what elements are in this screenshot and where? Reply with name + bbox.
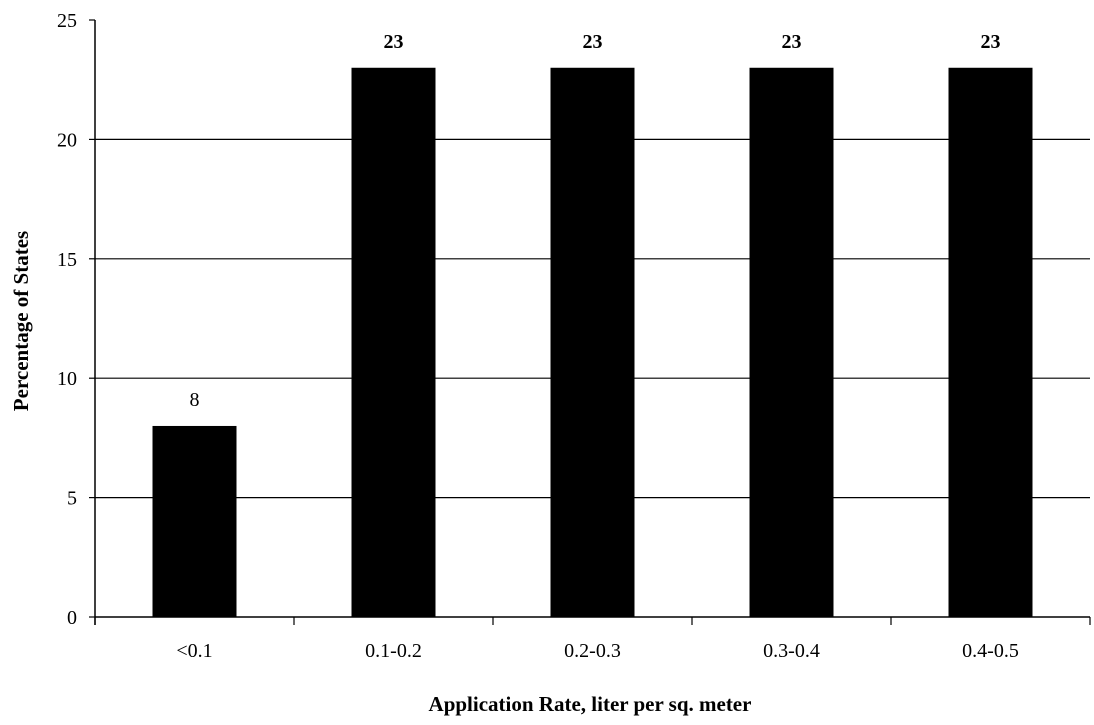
x-tick-label: <0.1 bbox=[176, 640, 212, 662]
y-tick-label: 20 bbox=[57, 129, 77, 151]
bar bbox=[152, 425, 237, 617]
data-label: 23 bbox=[384, 31, 404, 53]
y-tick-label: 15 bbox=[57, 249, 77, 271]
bar bbox=[351, 67, 436, 617]
y-axis-title: Percentage of States bbox=[9, 231, 33, 411]
y-tick-label: 25 bbox=[57, 10, 77, 32]
bars: 8 23 23 23 23 bbox=[152, 31, 1033, 617]
x-tick-label: 0.1-0.2 bbox=[365, 640, 422, 662]
y-tick-label: 0 bbox=[67, 607, 77, 629]
data-label: 23 bbox=[981, 31, 1001, 53]
x-axis: <0.1 0.1-0.2 0.2-0.3 0.3-0.4 0.4-0.5 bbox=[94, 616, 1091, 662]
y-axis: 0 5 10 15 20 25 bbox=[57, 10, 96, 629]
bar bbox=[550, 67, 635, 617]
bar bbox=[749, 67, 834, 617]
y-tick-label: 10 bbox=[57, 368, 77, 390]
bar bbox=[948, 67, 1033, 617]
x-tick-label: 0.4-0.5 bbox=[962, 640, 1019, 662]
y-tick-label: 5 bbox=[67, 488, 77, 510]
x-axis-title: Application Rate, liter per sq. meter bbox=[429, 692, 752, 716]
data-label: 23 bbox=[782, 31, 802, 53]
data-label: 8 bbox=[190, 389, 200, 411]
data-label: 23 bbox=[583, 31, 603, 53]
x-tick-label: 0.3-0.4 bbox=[763, 640, 820, 662]
x-tick-label: 0.2-0.3 bbox=[564, 640, 621, 662]
